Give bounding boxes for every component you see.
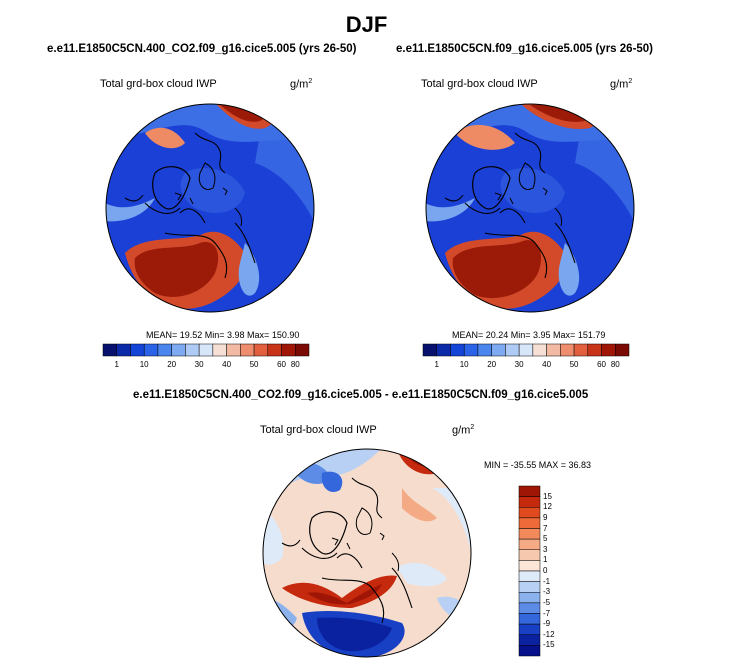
panel2-polar-map	[425, 103, 635, 313]
panel2-colorbar-ticks: 1 10 20 30 40 50 60 80	[423, 360, 629, 372]
panel1-units: g/m2	[290, 78, 313, 91]
panel3-colorbar	[518, 485, 541, 657]
panel3-stats: MIN = -35.55 MAX = 36.83	[484, 460, 592, 470]
colorbar-tick-label: 20	[487, 360, 497, 369]
panel3-variable-label: Total grd-box cloud IWP	[260, 424, 377, 436]
colorbar-swatch	[518, 560, 541, 572]
colorbar-tick-label: 50	[249, 360, 259, 369]
colorbar-tick-label: 5	[543, 534, 548, 544]
panel2-case-title: e.e11.E1850C5CN.f09_g16.cice5.005 (yrs 2…	[396, 43, 654, 55]
colorbar-tick-label: 15	[543, 491, 552, 501]
colorbar-swatch	[226, 343, 241, 357]
colorbar-tick-label: 80	[290, 360, 300, 369]
colorbar-tick-label: 80	[610, 360, 620, 369]
colorbar-swatch	[518, 645, 541, 657]
panel3-colorbar-ticks: 15 12 9 7 5 3 1 0 -1 -3 -5 -7 -9 -12 -15	[543, 486, 573, 656]
colorbar-swatch	[505, 343, 520, 357]
colorbar-swatch	[601, 343, 616, 357]
colorbar-tick-label: -7	[543, 608, 551, 618]
colorbar-tick-label: 1	[434, 360, 439, 369]
colorbar-swatch	[518, 528, 541, 540]
colorbar-swatch	[450, 343, 465, 357]
colorbar-tick-label: 60	[597, 360, 606, 369]
colorbar-tick-label: 30	[514, 360, 524, 369]
colorbar-swatch	[240, 343, 255, 357]
colorbar-tick-label: 1	[114, 360, 119, 369]
colorbar-tick-label: -15	[543, 640, 555, 650]
colorbar-swatch	[281, 343, 296, 357]
colorbar-swatch	[532, 343, 547, 357]
panel3-polar-map	[262, 448, 472, 658]
colorbar-tick-label: 10	[459, 360, 469, 369]
panel3-case-title: e.e11.E1850C5CN.400_CO2.f09_g16.cice5.00…	[133, 389, 589, 401]
panel2-units: g/m2	[610, 78, 633, 91]
panel2-variable-label: Total grd-box cloud IWP	[421, 78, 538, 90]
colorbar-tick-label: 9	[543, 512, 548, 522]
colorbar-swatch	[518, 592, 541, 604]
panel1-colorbar-ticks: 1 10 20 30 40 50 60 80	[103, 360, 309, 372]
colorbar-swatch	[518, 623, 541, 635]
colorbar-tick-label: 12	[543, 502, 552, 512]
colorbar-tick-label: -1	[543, 576, 551, 586]
panel2-stats: MEAN= 20.24 Min= 3.95 Max= 151.79	[452, 330, 606, 340]
colorbar-swatch	[518, 496, 541, 508]
colorbar-swatch	[157, 343, 172, 357]
colorbar-swatch	[560, 343, 575, 357]
season-title: DJF	[345, 12, 388, 37]
colorbar-swatch	[587, 343, 602, 357]
colorbar-tick-label: 30	[194, 360, 204, 369]
colorbar-swatch	[185, 343, 200, 357]
colorbar-swatch	[102, 343, 117, 357]
colorbar-swatch	[491, 343, 506, 357]
colorbar-tick-label: -12	[543, 629, 555, 639]
colorbar-swatch	[518, 517, 541, 529]
colorbar-swatch	[422, 343, 437, 357]
colorbar-swatch	[143, 343, 159, 357]
colorbar-swatch	[518, 634, 541, 646]
colorbar-swatch	[116, 343, 131, 357]
colorbar-tick-label: 50	[569, 360, 579, 369]
colorbar-swatch	[436, 343, 451, 357]
panel1-case-title: e.e11.E1850C5CN.400_CO2.f09_g16.cice5.00…	[47, 43, 357, 55]
colorbar-swatch	[171, 343, 186, 357]
colorbar-tick-label: 0	[543, 566, 548, 575]
colorbar-tick-label: 3	[543, 544, 548, 554]
colorbar-swatch	[518, 613, 541, 625]
colorbar-swatch	[463, 343, 479, 357]
colorbar-swatch	[615, 343, 630, 357]
panel2-colorbar	[422, 343, 630, 357]
colorbar-swatch	[130, 343, 145, 357]
colorbar-tick-label: 60	[277, 360, 286, 369]
colorbar-tick-label: -9	[543, 619, 551, 629]
colorbar-tick-label: 40	[222, 360, 232, 369]
colorbar-tick-label: 7	[543, 523, 548, 533]
panel3-units: g/m2	[452, 424, 475, 437]
colorbar-swatch	[518, 602, 541, 614]
panel1-colorbar	[102, 343, 310, 357]
colorbar-swatch	[295, 343, 310, 357]
colorbar-tick-label: 1	[543, 555, 548, 565]
panel1-variable-label: Total grd-box cloud IWP	[100, 78, 217, 90]
panel1-stats: MEAN= 19.52 Min= 3.98 Max= 150.90	[146, 330, 300, 340]
colorbar-tick-label: 10	[139, 360, 149, 369]
colorbar-swatch	[518, 507, 541, 519]
panel1-polar-map	[105, 103, 315, 313]
colorbar-swatch	[518, 343, 534, 357]
colorbar-swatch	[518, 538, 541, 550]
colorbar-swatch	[267, 343, 282, 357]
colorbar-tick-label: 20	[167, 360, 177, 369]
colorbar-tick-label: -3	[543, 587, 551, 597]
colorbar-swatch	[573, 343, 589, 357]
colorbar-tick-label: 40	[542, 360, 552, 369]
colorbar-swatch	[198, 343, 214, 357]
colorbar-tick-label: -5	[543, 597, 551, 607]
colorbar-swatch	[477, 343, 492, 357]
colorbar-swatch	[546, 343, 561, 357]
colorbar-swatch	[518, 581, 541, 593]
colorbar-swatch	[518, 570, 541, 582]
colorbar-swatch	[212, 343, 227, 357]
colorbar-swatch	[253, 343, 269, 357]
colorbar-swatch	[518, 485, 541, 497]
colorbar-swatch	[518, 549, 541, 561]
